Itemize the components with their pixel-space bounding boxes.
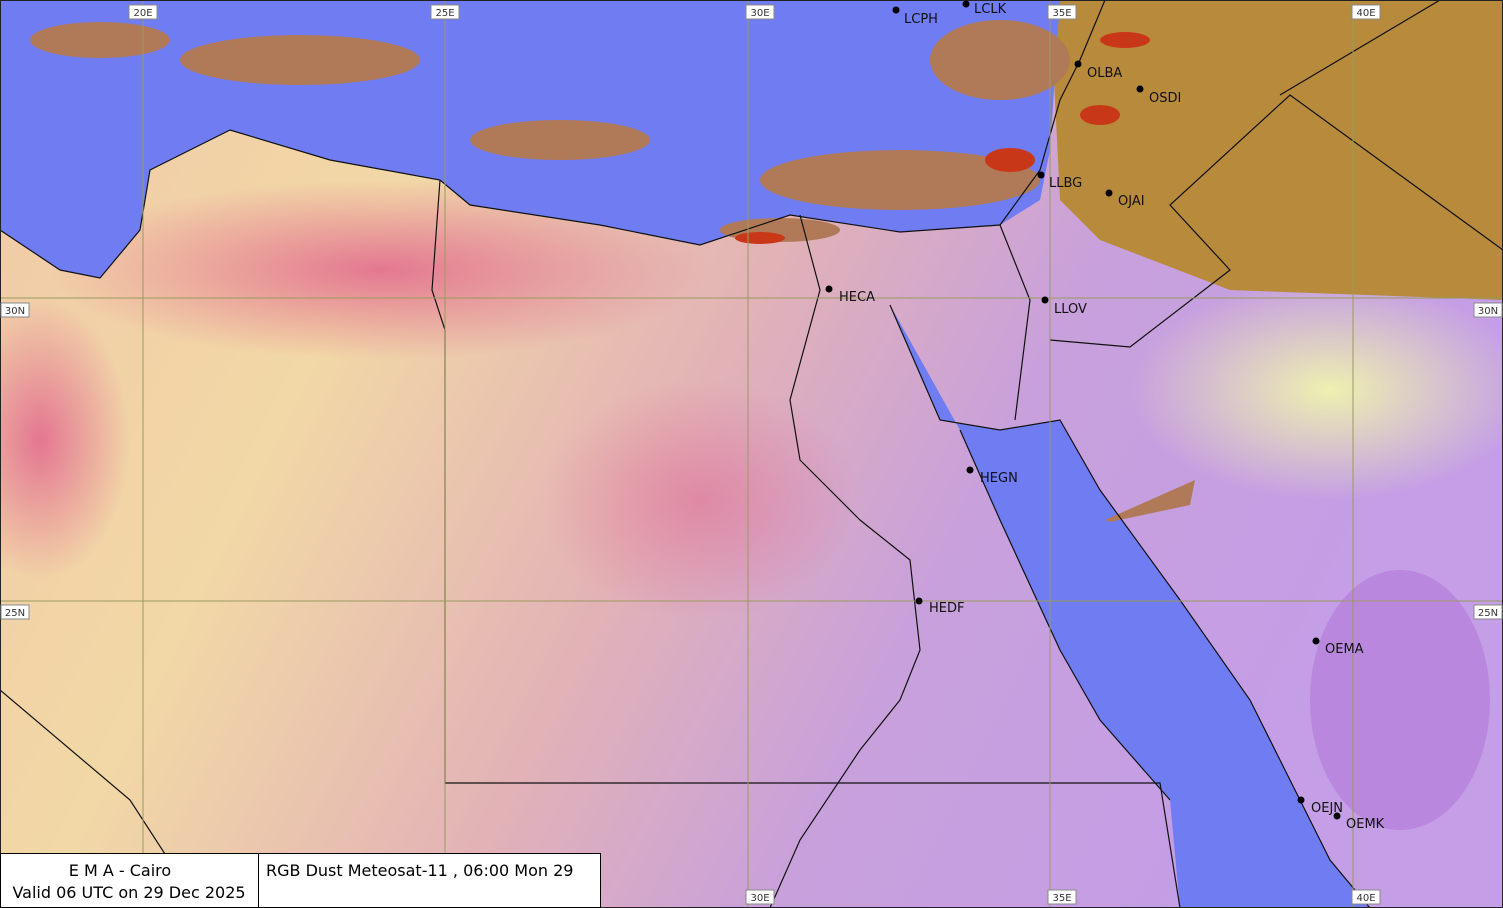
- cloud: [30, 22, 170, 58]
- station-label: LLBG: [1049, 176, 1082, 191]
- cloud: [930, 20, 1070, 100]
- station-dot: [1037, 171, 1045, 179]
- dark-area: [1310, 570, 1490, 830]
- grid-label-box: [1047, 889, 1077, 905]
- coastline: [959, 429, 1171, 801]
- cloud-area: [1050, 0, 1503, 300]
- grid-label: 30N: [5, 306, 25, 317]
- cloud: [1105, 480, 1195, 522]
- station-label: OEMA: [1325, 642, 1364, 657]
- cloud: [180, 35, 420, 85]
- station-label: HEDF: [929, 601, 964, 616]
- station-dot: [1312, 637, 1320, 645]
- grid-label-box: [1473, 302, 1503, 318]
- border: [999, 224, 1031, 421]
- station-label: LCPH: [904, 12, 938, 27]
- grid-label: 35E: [1052, 893, 1071, 904]
- station-label: HEGN: [980, 471, 1018, 486]
- grid-label: 20E: [133, 8, 152, 19]
- cell: [1100, 32, 1150, 48]
- grid-label-box: [745, 4, 775, 20]
- red-sea: [890, 305, 1370, 908]
- grid-label: 25E: [435, 8, 454, 19]
- cloud: [470, 120, 650, 160]
- station-label: OLBA: [1087, 66, 1122, 81]
- station-dot: [1074, 60, 1082, 68]
- cloud-patches: [30, 20, 1070, 242]
- grid-label: 25N: [5, 608, 25, 619]
- bright-area: [1130, 280, 1503, 500]
- station-dot: [915, 597, 923, 605]
- cell: [985, 148, 1035, 172]
- station-label: LCLK: [974, 2, 1007, 17]
- storm-cells: [735, 32, 1150, 244]
- grid-label-box: [1047, 4, 1077, 20]
- coastline: [0, 0, 1106, 279]
- station-dot: [892, 6, 900, 14]
- cloud: [760, 150, 1040, 210]
- agency: E M A - Cairo: [69, 861, 171, 880]
- dust-area: [540, 380, 860, 620]
- station-label: OJAI: [1118, 194, 1145, 209]
- grid-label-box: [128, 4, 158, 20]
- grid-label-box: [0, 302, 30, 318]
- station-dot: [1333, 812, 1341, 820]
- cell: [735, 232, 785, 244]
- cell: [1080, 105, 1120, 125]
- station-dot: [1297, 796, 1305, 804]
- dust-area: [50, 180, 710, 360]
- grid-label-box: [1351, 4, 1381, 20]
- valid-time: Valid 06 UTC on 29 Dec 2025: [12, 883, 245, 902]
- grid-label-box: [745, 889, 775, 905]
- footer-box: [258, 853, 601, 908]
- dust-area: [0, 300, 130, 580]
- station-dot: [1136, 85, 1144, 93]
- border: [1279, 0, 1441, 96]
- product: RGB Dust Meteosat-11 , 06:00 Mon 29: [266, 861, 573, 880]
- coastline: [889, 304, 1371, 908]
- grid-label: 30E: [750, 893, 769, 904]
- grid-label: 30N: [1478, 306, 1498, 317]
- grid-label: 40E: [1356, 893, 1375, 904]
- grid-label: 30E: [750, 8, 769, 19]
- grid-label-box: [430, 4, 460, 20]
- station-label: OEMK: [1346, 817, 1385, 832]
- station-label: LLOV: [1054, 302, 1087, 317]
- station-dot: [825, 285, 833, 293]
- footer: E M A - Cairo Valid 06 UTC on 29 Dec 202…: [0, 853, 601, 908]
- grid-label-box: [0, 604, 30, 620]
- border: [1049, 94, 1503, 348]
- grid-label: 35E: [1052, 8, 1071, 19]
- grid-label-box: [1473, 604, 1503, 620]
- station-label: OEJN: [1311, 801, 1343, 816]
- station-label: OSDI: [1149, 91, 1181, 106]
- station-label: HECA: [839, 290, 875, 305]
- grid-label: 40E: [1356, 8, 1375, 19]
- station-dot: [1105, 189, 1113, 197]
- station-dot: [962, 0, 970, 8]
- grid-label-box: [1351, 889, 1381, 905]
- station-dot: [966, 466, 974, 474]
- nile: [769, 214, 921, 908]
- grid-label: 25N: [1478, 608, 1498, 619]
- station-dot: [1041, 296, 1049, 304]
